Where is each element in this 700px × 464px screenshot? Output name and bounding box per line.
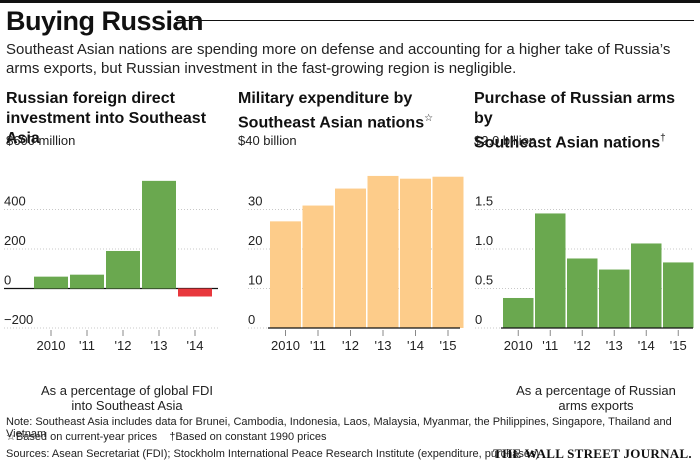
footnote: Note: Southeast Asia includes data for B… bbox=[6, 416, 672, 440]
top-rule bbox=[0, 0, 700, 3]
arms-title-line2: Southeast Asian nations bbox=[474, 134, 661, 152]
y-tick-label: 10 bbox=[248, 273, 262, 288]
bar bbox=[599, 269, 630, 328]
bar bbox=[400, 178, 431, 328]
y-tick-label: 0 bbox=[248, 312, 255, 327]
fdi-strip-caption-line2: into Southeast Asia bbox=[71, 398, 183, 413]
expenditure-panel: Military expenditure by Southeast Asian … bbox=[238, 89, 460, 133]
bar bbox=[503, 297, 534, 328]
fdi-strip-caption: As a percentage of global FDI into South… bbox=[24, 383, 230, 413]
bar bbox=[367, 175, 399, 328]
x-tick-label: '15 bbox=[670, 338, 687, 353]
dagger-footnote-mark: † bbox=[660, 133, 666, 144]
x-tick-label: '15 bbox=[440, 338, 457, 353]
x-tick-label: '13 bbox=[606, 338, 623, 353]
bar bbox=[302, 205, 334, 328]
y-tick-label: 0 bbox=[4, 273, 11, 288]
fdi-unit-label: $600 million bbox=[6, 133, 76, 148]
bar bbox=[106, 250, 140, 289]
fdi-strip-caption-line1: As a percentage of global FDI bbox=[41, 383, 213, 398]
price-basis-note: ☆Based on current-year prices †Based on … bbox=[6, 431, 327, 443]
arms-strip-caption-line2: arms exports bbox=[558, 398, 634, 413]
x-tick-label: '12 bbox=[342, 338, 359, 353]
bar bbox=[432, 176, 464, 328]
x-tick-label: '12 bbox=[115, 338, 132, 353]
subtitle: Southeast Asian nations are spending mor… bbox=[6, 41, 671, 77]
x-tick-label: '13 bbox=[151, 338, 168, 353]
fdi-title-line2: investment into Southeast Asia bbox=[6, 110, 207, 147]
arms-strip-caption-line1: As a percentage of Russian bbox=[516, 383, 676, 398]
x-tick-label: '12 bbox=[574, 338, 591, 353]
y-tick-label: 0.5 bbox=[475, 273, 493, 288]
arms-title: Purchase of Russian arms by Southeast As… bbox=[474, 89, 698, 153]
x-tick-label: 2010 bbox=[37, 338, 66, 353]
x-tick-label: '13 bbox=[375, 338, 392, 353]
y-tick-label: 20 bbox=[248, 233, 262, 248]
expenditure-unit-label: $40 billion bbox=[238, 133, 297, 148]
fdi-title: Russian foreign direct investment into S… bbox=[6, 89, 228, 149]
x-tick-label: '11 bbox=[79, 338, 95, 353]
expenditure-title: Military expenditure by Southeast Asian … bbox=[238, 89, 460, 133]
y-tick-label: 1.5 bbox=[475, 194, 493, 209]
fdi-panel: Russian foreign direct investment into S… bbox=[6, 89, 228, 149]
y-tick-label: −200 bbox=[4, 312, 33, 327]
bar bbox=[535, 213, 566, 328]
y-tick-label: 30 bbox=[248, 194, 262, 209]
bar bbox=[142, 180, 176, 289]
fdi-chart: −200020040020100.1%'110.1'120.2'130.5'14… bbox=[4, 180, 218, 353]
page-title: Buying Russian bbox=[6, 6, 204, 36]
arms-strip-caption: As a percentage of Russian arms exports bbox=[498, 383, 694, 413]
bar bbox=[34, 276, 68, 289]
x-tick-label: '14 bbox=[407, 338, 424, 353]
fdi-title-line1: Russian foreign direct bbox=[6, 90, 175, 107]
expenditure-chart: 0 10 20 30 2010 '11 '12 '13 '14 '15 bbox=[248, 175, 464, 353]
y-tick-label: 400 bbox=[4, 194, 26, 209]
bar bbox=[178, 288, 212, 297]
y-tick-label: 0 bbox=[475, 312, 482, 327]
arms-chart: 00.51.01.520106.2%'1116.8'1210.4'139.1'1… bbox=[475, 194, 694, 353]
expenditure-title-line2: Southeast Asian nations bbox=[238, 114, 425, 132]
x-tick-label: '14 bbox=[187, 338, 204, 353]
x-tick-label: '14 bbox=[638, 338, 655, 353]
x-tick-label: 2010 bbox=[504, 338, 533, 353]
bar bbox=[567, 258, 598, 328]
bar bbox=[70, 274, 104, 289]
arms-title-line1: Purchase of Russian arms by bbox=[474, 90, 675, 127]
bar bbox=[270, 221, 301, 328]
y-tick-label: 200 bbox=[4, 233, 26, 248]
brand-logo: THE WALL STREET JOURNAL. bbox=[493, 446, 692, 461]
arms-panel: Purchase of Russian arms by Southeast As… bbox=[474, 89, 698, 153]
arms-unit-label: $2.0 billion bbox=[474, 133, 537, 148]
star-footnote-mark: ☆ bbox=[424, 113, 434, 124]
bar bbox=[335, 188, 366, 328]
sources: Sources: Asean Secretariat (FDI); Stockh… bbox=[6, 448, 540, 460]
x-tick-label: '11 bbox=[310, 338, 326, 353]
bar bbox=[663, 262, 694, 328]
bar bbox=[631, 243, 662, 328]
x-tick-label: 2010 bbox=[271, 338, 300, 353]
expenditure-title-line1: Military expenditure by bbox=[238, 90, 413, 107]
title-rule bbox=[176, 20, 694, 21]
x-tick-label: '11 bbox=[542, 338, 558, 353]
y-tick-label: 1.0 bbox=[475, 233, 493, 248]
